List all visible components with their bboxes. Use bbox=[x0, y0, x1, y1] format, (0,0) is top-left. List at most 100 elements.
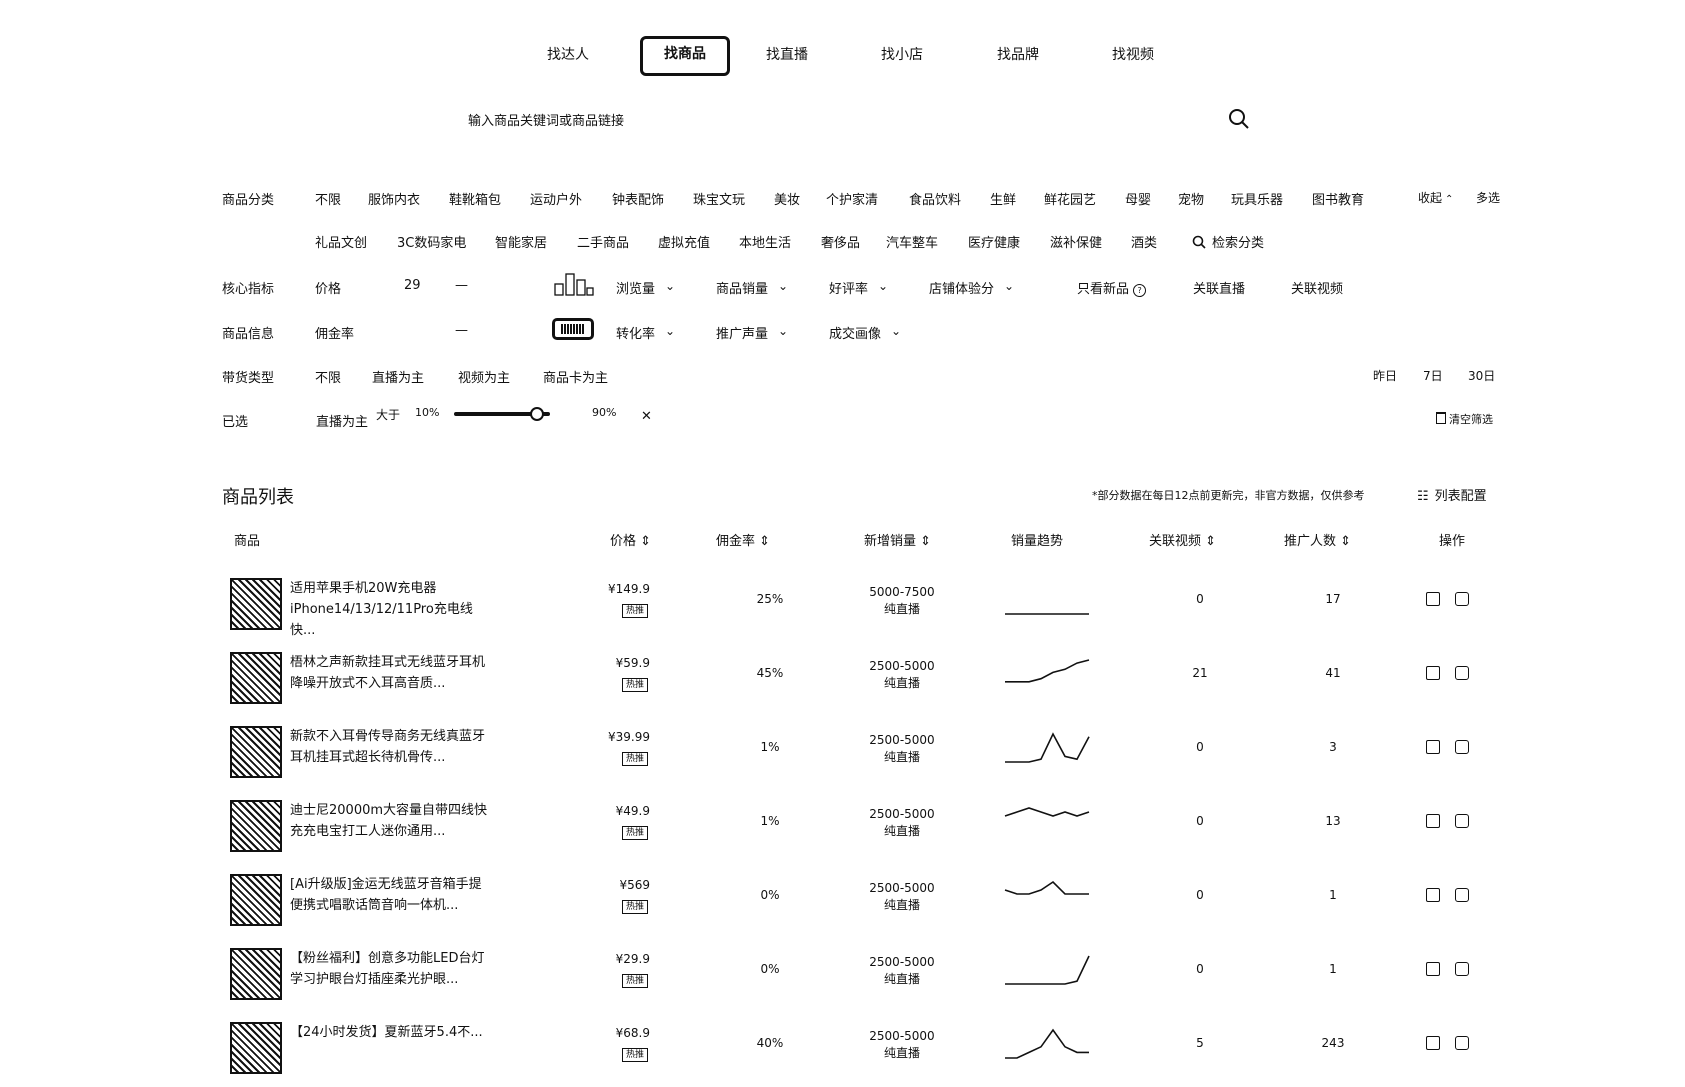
category-option[interactable]: 鲜花园艺 bbox=[1044, 193, 1097, 208]
type-option[interactable]: 直播为主 bbox=[372, 371, 425, 386]
category-option[interactable]: 母婴 bbox=[1125, 193, 1152, 208]
product-title[interactable]: 【粉丝福利】创意多功能LED台灯学习护眼台灯插座柔光护眼... bbox=[290, 951, 485, 987]
product-thumbnail[interactable] bbox=[230, 578, 282, 630]
period-option[interactable]: 7日 bbox=[1423, 369, 1443, 383]
product-thumbnail[interactable] bbox=[230, 1022, 282, 1074]
table-row[interactable]: 【粉丝福利】创意多功能LED台灯学习护眼台灯插座柔光护眼... ¥29.9 热推 0%… bbox=[220, 940, 1480, 1013]
active-filter-chip[interactable] bbox=[552, 318, 594, 340]
metric-dropdown[interactable]: 商品销量 bbox=[716, 278, 788, 297]
product-title[interactable]: [Ai升级版]金运无线蓝牙音箱手提便携式唱歌话筒音响一体机... bbox=[290, 877, 482, 913]
favorite-icon[interactable] bbox=[1455, 666, 1469, 680]
detail-icon[interactable] bbox=[1426, 814, 1440, 828]
search-input[interactable]: 输入商品关键词或商品链接 bbox=[468, 114, 625, 129]
metric-dropdown[interactable]: 成交画像 bbox=[829, 323, 901, 342]
table-row[interactable]: 梧林之声新款挂耳式无线蓝牙耳机降噪开放式不入耳高音质... ¥59.9 热推 45% 2… bbox=[220, 644, 1480, 717]
category-option[interactable]: 钟表配饰 bbox=[612, 193, 665, 208]
category-option[interactable]: 3C数码家电 bbox=[397, 236, 467, 251]
tab-0[interactable]: 找达人 bbox=[547, 47, 589, 63]
category-option[interactable]: 珠宝文玩 bbox=[693, 193, 746, 208]
product-thumbnail[interactable] bbox=[230, 652, 282, 704]
metric-dropdown[interactable]: 推广声量 bbox=[716, 323, 788, 342]
tab-1[interactable]: 找商品 bbox=[640, 36, 730, 76]
category-option[interactable]: 生鲜 bbox=[990, 193, 1017, 208]
bar-chart-icon[interactable] bbox=[554, 272, 594, 296]
slider-handle[interactable] bbox=[529, 407, 544, 421]
tab-2[interactable]: 找直播 bbox=[766, 47, 808, 63]
metric-dropdown[interactable]: 店铺体验分 bbox=[929, 278, 1014, 297]
favorite-icon[interactable] bbox=[1455, 814, 1469, 828]
category-option[interactable]: 宠物 bbox=[1178, 193, 1205, 208]
column-header[interactable]: 价格 ⇕ bbox=[610, 534, 652, 549]
detail-icon[interactable] bbox=[1426, 592, 1440, 606]
product-thumbnail[interactable] bbox=[230, 874, 282, 926]
column-header[interactable]: 佣金率 ⇕ bbox=[716, 534, 771, 549]
type-option[interactable]: 商品卡为主 bbox=[543, 371, 609, 386]
category-option[interactable]: 不限 bbox=[315, 193, 342, 208]
search-icon[interactable] bbox=[1228, 108, 1250, 130]
product-thumbnail[interactable] bbox=[230, 726, 282, 778]
category-option[interactable]: 食品饮料 bbox=[909, 193, 962, 208]
search-bar[interactable]: 输入商品关键词或商品链接 bbox=[462, 100, 1249, 136]
detail-icon[interactable] bbox=[1426, 962, 1440, 976]
product-title[interactable]: 迪士尼20000m大容量自带四线快充充电宝打工人迷你通用... bbox=[290, 803, 488, 839]
column-header[interactable]: 推广人数 ⇕ bbox=[1284, 534, 1352, 549]
category-option[interactable]: 智能家居 bbox=[495, 236, 548, 251]
category-option[interactable]: 图书教育 bbox=[1312, 193, 1365, 208]
metric-dropdown[interactable]: 浏览量 bbox=[616, 278, 675, 297]
favorite-icon[interactable] bbox=[1455, 740, 1469, 754]
product-thumbnail[interactable] bbox=[230, 948, 282, 1000]
clear-filters-button[interactable]: 清空筛选 bbox=[1436, 411, 1493, 427]
category-option[interactable]: 个护家清 bbox=[826, 193, 879, 208]
column-header[interactable]: 新增销量 ⇕ bbox=[864, 534, 932, 549]
tab-3[interactable]: 找小店 bbox=[881, 47, 923, 63]
product-title[interactable]: 适用苹果手机20W充电器iPhone14/13/12/11Pro充电线快... bbox=[290, 581, 473, 638]
detail-icon[interactable] bbox=[1426, 888, 1440, 902]
metric-dropdown[interactable]: 转化率 bbox=[616, 323, 675, 342]
column-header[interactable]: 关联视频 ⇕ bbox=[1149, 534, 1217, 549]
category-option[interactable]: 酒类 bbox=[1131, 236, 1158, 251]
detail-icon[interactable] bbox=[1426, 740, 1440, 754]
category-option[interactable]: 医疗健康 bbox=[968, 236, 1021, 251]
product-title[interactable]: 梧林之声新款挂耳式无线蓝牙耳机降噪开放式不入耳高音质... bbox=[290, 655, 486, 691]
product-thumbnail[interactable] bbox=[230, 800, 282, 852]
multi-select-button[interactable]: 多选 bbox=[1476, 191, 1501, 205]
category-option[interactable]: 服饰内衣 bbox=[368, 193, 421, 208]
type-option[interactable]: 视频为主 bbox=[458, 371, 511, 386]
tab-4[interactable]: 找品牌 bbox=[997, 47, 1039, 63]
table-row[interactable]: 迪士尼20000m大容量自带四线快充充电宝打工人迷你通用... ¥49.9 热推 1%… bbox=[220, 792, 1480, 865]
category-option[interactable]: 运动户外 bbox=[530, 193, 583, 208]
favorite-icon[interactable] bbox=[1455, 888, 1469, 902]
category-option[interactable]: 美妆 bbox=[774, 193, 801, 208]
category-option[interactable]: 汽车整车 bbox=[886, 236, 939, 251]
list-config-button[interactable]: ☷ 列表配置 bbox=[1417, 489, 1487, 504]
tab-5[interactable]: 找视频 bbox=[1112, 47, 1154, 63]
close-icon[interactable]: ✕ bbox=[641, 409, 652, 424]
favorite-icon[interactable] bbox=[1455, 962, 1469, 976]
slider-track[interactable] bbox=[454, 412, 550, 416]
table-row[interactable]: 新款不入耳骨传导商务无线真蓝牙耳机挂耳式超长待机骨传... ¥39.99 热推 1% 2… bbox=[220, 718, 1480, 791]
detail-icon[interactable] bbox=[1426, 1036, 1440, 1050]
period-option[interactable]: 昨日 bbox=[1373, 369, 1398, 383]
category-search-button[interactable]: 检索分类 bbox=[1192, 232, 1264, 251]
category-option[interactable]: 滋补保健 bbox=[1050, 236, 1103, 251]
favorite-icon[interactable] bbox=[1455, 1036, 1469, 1050]
category-option[interactable]: 礼品文创 bbox=[315, 236, 368, 251]
table-row[interactable]: [Ai升级版]金运无线蓝牙音箱手提便携式唱歌话筒音响一体机... ¥569 热推 0%… bbox=[220, 866, 1480, 939]
related-video-filter[interactable]: 关联视频 bbox=[1291, 282, 1344, 297]
collapse-button[interactable]: 收起 ⌃ bbox=[1418, 191, 1454, 205]
related-live-filter[interactable]: 关联直播 bbox=[1193, 282, 1246, 297]
category-option[interactable]: 玩具乐器 bbox=[1231, 193, 1284, 208]
table-row[interactable]: 【24小时发货】夏新蓝牙5.4不... ¥68.9 热推 40% 2500-5000 纯直… bbox=[220, 1014, 1480, 1087]
favorite-icon[interactable] bbox=[1455, 592, 1469, 606]
price-min-input[interactable]: 29 bbox=[404, 278, 421, 293]
product-title[interactable]: 【24小时发货】夏新蓝牙5.4不... bbox=[290, 1025, 483, 1040]
selected-chip[interactable]: 直播为主 bbox=[316, 415, 369, 430]
category-option[interactable]: 虚拟充值 bbox=[658, 236, 711, 251]
only-new-toggle[interactable]: 只看新品 ? bbox=[1077, 278, 1147, 297]
category-option[interactable]: 二手商品 bbox=[577, 236, 630, 251]
metric-dropdown[interactable]: 好评率 bbox=[829, 278, 888, 297]
category-option[interactable]: 鞋靴箱包 bbox=[449, 193, 502, 208]
category-option[interactable]: 本地生活 bbox=[739, 236, 792, 251]
detail-icon[interactable] bbox=[1426, 666, 1440, 680]
period-option[interactable]: 30日 bbox=[1468, 369, 1496, 383]
